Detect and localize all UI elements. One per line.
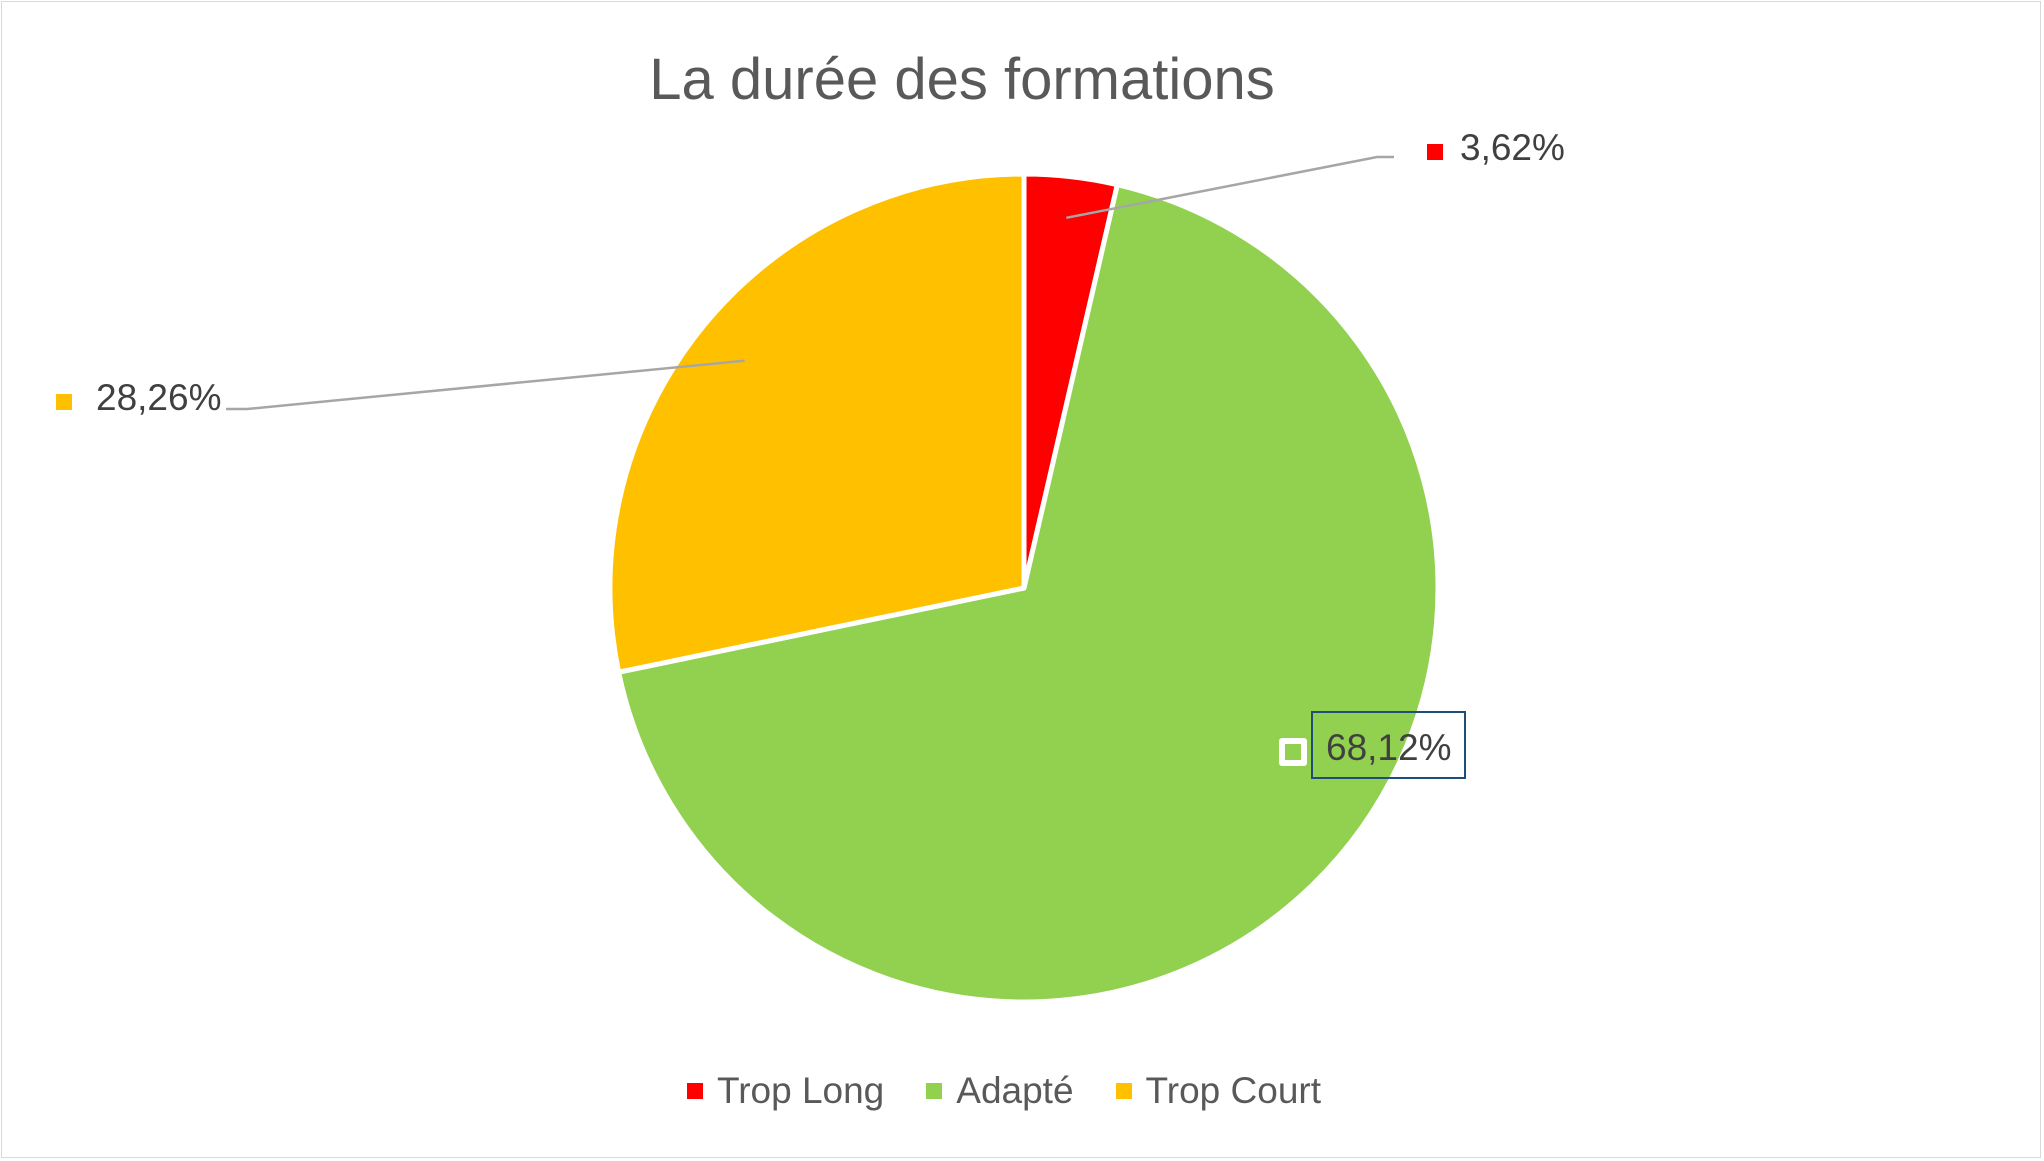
pie-slices: [607, 171, 1441, 1005]
legend-item-trop-court: Trop Court: [1115, 1070, 1322, 1112]
data-label-swatch-trop-long: [1427, 144, 1443, 160]
data-label-trop-long: 3,62%: [1460, 127, 1565, 168]
data-labels: 3,62% 68,12% 28,26%: [56, 127, 1565, 779]
data-label-box-adapte: [1311, 711, 1466, 779]
legend-label-adapte: Adapté: [956, 1070, 1074, 1111]
leader-line-trop-court: [226, 359, 745, 411]
pie-slice-trop-court: [607, 171, 1027, 675]
legend-item-adapte: Adapté: [926, 1070, 1074, 1112]
legend-items: Trop Long Adapté Trop Court: [686, 1070, 1322, 1112]
legend-swatch-adapte: [926, 1083, 943, 1099]
data-label-trop-court: 28,26%: [96, 377, 222, 418]
leader-line-trop-long: [1066, 155, 1394, 220]
data-label-swatch-trop-court: [56, 394, 72, 410]
legend-swatch-trop-long: [686, 1083, 703, 1099]
pie-slice-adapte: [616, 182, 1441, 1005]
legend: Trop Long Adapté Trop Court: [2, 1070, 2044, 1112]
legend-label-trop-long: Trop Long: [716, 1070, 885, 1111]
legend-swatch-trop-court: [1115, 1083, 1132, 1099]
data-label-adapte: 68,12%: [1326, 727, 1452, 768]
data-label-swatch-adapte: [1285, 744, 1301, 760]
legend-item-trop-long: Trop Long: [686, 1070, 885, 1112]
chart-title: La durée des formations: [649, 47, 1275, 112]
leader-lines: [226, 155, 1394, 411]
legend-label-trop-court: Trop Court: [1145, 1070, 1322, 1111]
